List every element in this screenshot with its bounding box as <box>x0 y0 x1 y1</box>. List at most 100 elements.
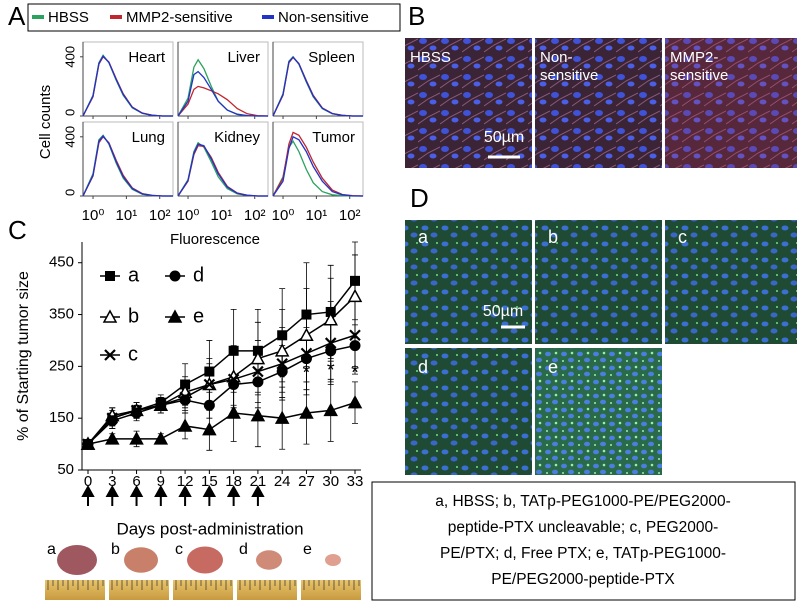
significance-mark: * <box>303 362 311 384</box>
dosing-arrow <box>202 484 217 506</box>
photo-label: a <box>47 541 56 558</box>
data-point <box>347 288 363 303</box>
data-point <box>325 345 337 357</box>
data-point <box>325 306 336 317</box>
x-tick-label: 0 <box>84 473 92 490</box>
data-point <box>179 394 191 406</box>
significance-mark: * <box>278 367 286 389</box>
data-point <box>252 376 264 388</box>
data-point <box>202 422 217 436</box>
data-point <box>228 345 239 356</box>
panel-title: Tumor <box>312 129 355 146</box>
histogram-curve <box>177 85 269 117</box>
image-label: a <box>418 227 429 247</box>
y-tick-label: 350 <box>49 306 74 323</box>
y-tick-label: 250 <box>49 357 74 374</box>
ruler <box>109 580 169 600</box>
ruler <box>237 580 297 600</box>
caption-line: peptide-PTX uncleavable; c, PEG2000- <box>448 519 719 536</box>
data-point <box>323 402 338 417</box>
legend-label: HBSS <box>48 9 89 26</box>
tumor-photo <box>57 545 97 575</box>
histogram-curve <box>272 56 363 117</box>
x-tick-label: 15 <box>201 473 218 490</box>
dosing-arrow <box>154 484 168 506</box>
data-point <box>276 366 288 378</box>
x-tick-label: 3 <box>108 473 116 490</box>
data-point <box>180 379 191 390</box>
caption-line: PE/PEG2000-peptide-PTX <box>491 571 675 588</box>
x-tick-label: 10⁰ <box>177 207 200 224</box>
tumor-photo <box>124 547 158 573</box>
x-tick-label: 10⁰ <box>82 207 105 224</box>
panel-label: C <box>8 215 27 245</box>
dosing-arrow <box>81 484 95 506</box>
data-point <box>323 312 338 326</box>
ruler <box>45 580 105 600</box>
x-tick-label: 33 <box>347 473 364 490</box>
data-point <box>274 410 290 424</box>
image-label: MMP2- <box>670 49 718 66</box>
data-point <box>80 436 96 450</box>
histogram-curve <box>177 143 268 197</box>
x-tick-label: 10⁰ <box>272 207 295 224</box>
y-tick-label: 0 <box>62 109 77 116</box>
significance-mark: * <box>351 362 359 384</box>
micrograph <box>405 348 532 475</box>
legend-label: b <box>128 305 139 327</box>
y-tick-label: 150 <box>49 409 74 426</box>
micrograph <box>665 220 797 344</box>
legend-marker <box>169 270 181 282</box>
x-tick-label: 6 <box>132 473 140 490</box>
image-label: sensitive <box>540 67 598 84</box>
dosing-arrow <box>178 484 192 506</box>
x-tick-label: 18 <box>225 473 242 490</box>
histogram-curve <box>82 135 173 197</box>
x-tick-label: 10¹ <box>116 207 138 224</box>
data-point <box>301 309 312 320</box>
legend-label: d <box>193 264 204 286</box>
y-axis-label: % of Starting tumor size <box>15 271 32 441</box>
panel-title: Heart <box>128 49 166 66</box>
photo-label: e <box>303 541 312 558</box>
significance-mark: * <box>327 360 335 382</box>
panel-d: 50µm <box>405 220 797 475</box>
image-label: sensitive <box>670 67 728 84</box>
legend-marker <box>104 349 116 361</box>
y-tick-label: 50 <box>57 461 74 478</box>
legend-label: MMP2-sensitive <box>126 9 233 26</box>
micrograph <box>535 348 662 475</box>
data-point <box>203 399 215 411</box>
data-point <box>252 345 263 356</box>
data-point <box>300 353 312 365</box>
y-axis-label: Cell counts <box>37 85 54 159</box>
histogram-curve <box>177 144 268 197</box>
data-point <box>347 395 363 409</box>
legend-label: Non-sensitive <box>278 9 369 26</box>
x-tick-label: 21 <box>250 473 267 490</box>
panel-title: Spleen <box>308 49 355 66</box>
dosing-arrow <box>129 484 144 506</box>
x-tick-label: 10² <box>339 207 361 224</box>
data-point <box>106 415 118 427</box>
legend-marker <box>102 309 118 323</box>
micrograph <box>535 220 662 344</box>
histogram-curve <box>177 141 268 197</box>
x-tick-label: 24 <box>274 473 291 490</box>
y-tick-label: 400 <box>62 126 77 148</box>
dosing-arrow <box>105 484 119 506</box>
data-point <box>250 351 266 365</box>
data-point <box>228 379 240 390</box>
data-point <box>276 357 288 370</box>
data-point <box>131 407 143 419</box>
dosing-arrow <box>251 484 265 506</box>
data-point <box>324 337 337 349</box>
caption-line: a, HBSS; b, TATp-PEG1000-PE/PEG2000- <box>435 493 731 510</box>
legend-marker <box>105 271 115 281</box>
panel-label: B <box>408 1 425 31</box>
legend-label: a <box>128 264 140 286</box>
histogram-curve <box>272 56 363 117</box>
x-tick-label: 10² <box>244 207 266 224</box>
